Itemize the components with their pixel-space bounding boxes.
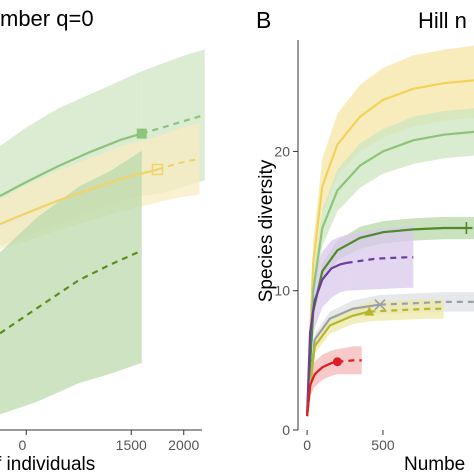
panel-b-series-1-interp-ribbon [307,108,474,417]
panel-b-y-tick-label: 20 [274,143,290,159]
panel-b-series-3-extrap-line [346,256,414,264]
panel-b: B Hill n 0 10 20 0 500 Species diversity Num… [256,7,474,474]
panel-b-series-3-interp-ribbon [307,235,347,417]
panel-a-series-0-marker [136,128,147,139]
panel-b-ticks: 0 10 20 0 500 [274,143,394,453]
panel-b-series-5-extrap-line [369,307,444,313]
panel-b-series-2-interp-ribbon [307,216,467,417]
panel-b-series-1-interp-line [306,130,474,417]
panel-a-x-ticks: 0 1500 2000 [18,430,200,453]
panel-b-series-5-marker [364,306,375,316]
panel-b-y-tick-label: 10 [274,283,290,299]
panel-b-plot-area [306,45,474,417]
panel-b-letter: B [256,7,271,33]
panel-b-series-5-interp-line [306,310,370,417]
panel-a-x-tick-label: 2000 [168,437,199,453]
panel-a-series-1-extrap-line [157,157,200,171]
panel-a-x-tick-label: 1500 [116,437,147,453]
panel-b-series-6-marker [332,357,342,367]
panel-b-series-5-interp-ribbon [307,301,370,417]
panel-a-plot-area [0,49,206,415]
panel-b-series-6-extrap-line [337,359,362,363]
panel-b-series-6-interp-line [306,360,338,417]
panel-a-series-1-interp-line [0,168,158,226]
panel-b-x-axis-label: Numbe [404,454,465,474]
panel-a-series-0-interp-line [0,132,143,197]
panel-b-series-4-extrap-line [379,300,474,306]
panel-b-y-axis-label: Species diversity [256,159,277,302]
panel-b-series-3-interp-line [306,261,347,417]
panel-a-series-2-extrap-ribbon [0,150,142,415]
panel-a-x-axis-label: f individuals [0,454,95,474]
panel-a: mber q=0 0 1500 2000 f individuals [0,6,206,474]
panel-a-title: mber q=0 [0,6,94,31]
panel-b-x-tick-label: 500 [371,437,395,453]
panel-b-series-2-marker [460,222,473,235]
panel-a-series-1-marker [151,163,164,176]
panel-b-series-0-interp-line [306,79,474,417]
panel-b-series-0-interp-ribbon [307,45,474,417]
panel-b-series-6-interp-ribbon [307,349,338,417]
panel-a-x-tick-label: 0 [18,437,26,453]
panel-b-x-tick-label: 0 [303,437,311,453]
panel-b-y-tick-label: 0 [282,422,290,438]
panel-b-series-4-marker [374,299,386,311]
panel-b-title: Hill n [418,8,467,33]
